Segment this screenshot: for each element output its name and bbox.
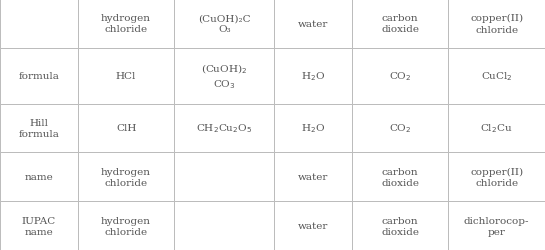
- Text: CO$_2$: CO$_2$: [389, 122, 411, 135]
- Bar: [78, 104, 174, 153]
- Bar: [78, 202, 174, 250]
- Text: hydrogen
chloride: hydrogen chloride: [101, 167, 151, 187]
- Bar: [174, 153, 274, 202]
- Bar: [174, 104, 274, 153]
- Text: CO$_2$: CO$_2$: [389, 70, 411, 83]
- Text: water: water: [298, 172, 328, 182]
- Text: copper(II)
chloride: copper(II) chloride: [470, 14, 523, 34]
- Bar: [274, 104, 352, 153]
- Bar: [0, 202, 78, 250]
- Bar: [274, 48, 352, 104]
- Text: name: name: [25, 172, 53, 182]
- Text: HCl: HCl: [116, 72, 136, 81]
- Text: ClH: ClH: [116, 124, 136, 133]
- Bar: [0, 153, 78, 202]
- Text: dichlorocop-
per: dichlorocop- per: [464, 216, 530, 236]
- Bar: [274, 202, 352, 250]
- Bar: [274, 0, 352, 48]
- Bar: [352, 202, 449, 250]
- Text: (CuOH)$_2$
CO$_3$: (CuOH)$_2$ CO$_3$: [201, 62, 247, 91]
- Text: Cl$_2$Cu: Cl$_2$Cu: [481, 122, 513, 135]
- Bar: [352, 48, 449, 104]
- Bar: [352, 153, 449, 202]
- Bar: [449, 0, 545, 48]
- Bar: [0, 104, 78, 153]
- Bar: [449, 104, 545, 153]
- Text: hydrogen
chloride: hydrogen chloride: [101, 14, 151, 34]
- Text: IUPAC
name: IUPAC name: [22, 216, 56, 236]
- Bar: [174, 48, 274, 104]
- Text: hydrogen
chloride: hydrogen chloride: [101, 216, 151, 236]
- Bar: [174, 0, 274, 48]
- Text: formula: formula: [19, 72, 59, 81]
- Text: H$_2$O: H$_2$O: [301, 122, 325, 135]
- Text: water: water: [298, 221, 328, 230]
- Bar: [78, 153, 174, 202]
- Text: carbon
dioxide: carbon dioxide: [381, 216, 419, 236]
- Bar: [352, 0, 449, 48]
- Bar: [0, 0, 78, 48]
- Text: carbon
dioxide: carbon dioxide: [381, 167, 419, 187]
- Bar: [174, 202, 274, 250]
- Text: H$_2$O: H$_2$O: [301, 70, 325, 83]
- Bar: [0, 48, 78, 104]
- Text: CH$_2$Cu$_2$O$_5$: CH$_2$Cu$_2$O$_5$: [196, 122, 252, 135]
- Bar: [449, 202, 545, 250]
- Bar: [449, 153, 545, 202]
- Text: (CuOH)₂C
O₃: (CuOH)₂C O₃: [198, 14, 251, 34]
- Text: water: water: [298, 20, 328, 29]
- Bar: [352, 104, 449, 153]
- Bar: [274, 153, 352, 202]
- Text: carbon
dioxide: carbon dioxide: [381, 14, 419, 34]
- Bar: [78, 48, 174, 104]
- Text: copper(II)
chloride: copper(II) chloride: [470, 167, 523, 187]
- Bar: [78, 0, 174, 48]
- Text: CuCl$_2$: CuCl$_2$: [481, 70, 513, 83]
- Bar: [449, 48, 545, 104]
- Text: Hill
formula: Hill formula: [19, 118, 59, 139]
